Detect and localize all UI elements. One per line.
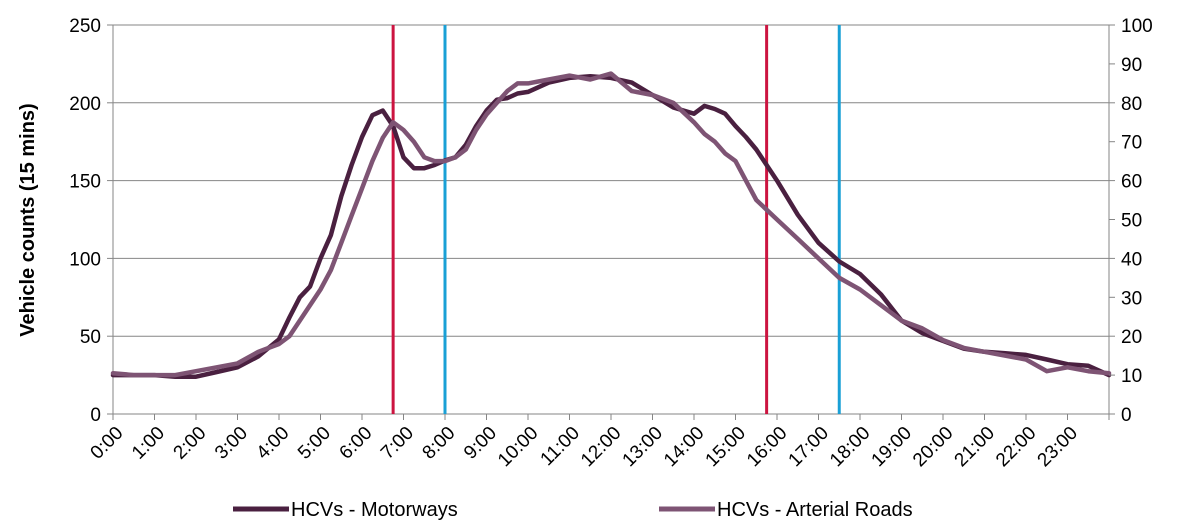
x-tick-label: 11:00 [537, 423, 584, 470]
x-tick-label: 5:00 [294, 423, 335, 464]
y2-tick-label: 50 [1121, 211, 1142, 232]
y2-tick-label: 100 [1121, 16, 1153, 37]
series-line-2 [110, 71, 1112, 378]
y2-tick-label: 0 [1121, 405, 1132, 426]
x-tick-label: 2:00 [170, 423, 211, 464]
y-tick-label: 200 [69, 94, 101, 115]
x-tick-label: 14:00 [660, 423, 708, 471]
x-tick-label: 10:00 [494, 423, 542, 471]
y-axis-ticks: 0 50 100 150 200 250 [69, 16, 113, 426]
x-tick-label: 16:00 [743, 423, 791, 471]
x-tick-label: 15:00 [702, 423, 750, 471]
legend: HCVs - Motorways HCVs - Arterial Roads [233, 499, 913, 521]
time-period-markers [391, 25, 841, 414]
y-tick-label: 50 [80, 327, 101, 348]
x-tick-label: 6:00 [336, 423, 377, 464]
x-axis-ticks: 0:00 1:00 2:00 3:00 4:00 5:00 6:00 7:00 8:00 9:00… [87, 414, 1110, 471]
x-tick-label: 13:00 [619, 423, 667, 471]
y-tick-label: 100 [69, 249, 101, 270]
y2-tick-label: 20 [1121, 327, 1142, 348]
legend-label: HCVs - Arterial Roads [717, 499, 913, 521]
x-tick-label: 18:00 [826, 423, 874, 471]
series-lines [110, 71, 1112, 379]
y2-axis-ticks: 0 10 20 30 40 50 60 70 80 90 100 [1109, 16, 1153, 426]
x-tick-label: 23:00 [1034, 423, 1082, 471]
x-tick-label: 22:00 [992, 423, 1040, 471]
y2-tick-label: 90 [1121, 55, 1142, 76]
y-tick-label: 150 [69, 172, 101, 193]
x-tick-label: 7:00 [377, 423, 418, 464]
y2-tick-label: 40 [1121, 249, 1142, 270]
x-tick-label: 20:00 [909, 423, 957, 471]
x-tick-label: 4:00 [253, 423, 294, 464]
x-tick-label: 3:00 [211, 423, 252, 464]
y2-tick-label: 10 [1121, 366, 1142, 387]
x-tick-label: 19:00 [868, 423, 916, 471]
x-tick-label: 8:00 [419, 423, 460, 464]
legend-label: HCVs - Motorways [291, 499, 458, 521]
y-tick-label: 0 [90, 405, 101, 426]
x-tick-label: 21:00 [951, 423, 999, 471]
y-tick-label: 250 [69, 16, 101, 37]
y2-tick-label: 60 [1121, 172, 1142, 193]
x-tick-label: 0:00 [87, 423, 128, 464]
x-tick-label: 17:00 [785, 423, 833, 471]
x-tick-label: 1:00 [128, 423, 169, 464]
y2-tick-label: 70 [1121, 133, 1142, 154]
x-tick-label: 12:00 [577, 423, 625, 471]
y-axis-title: Vehicle counts (15 mins) [17, 103, 39, 336]
y2-tick-label: 30 [1121, 288, 1142, 309]
y2-tick-label: 80 [1121, 94, 1142, 115]
series-line-1 [110, 74, 1112, 379]
